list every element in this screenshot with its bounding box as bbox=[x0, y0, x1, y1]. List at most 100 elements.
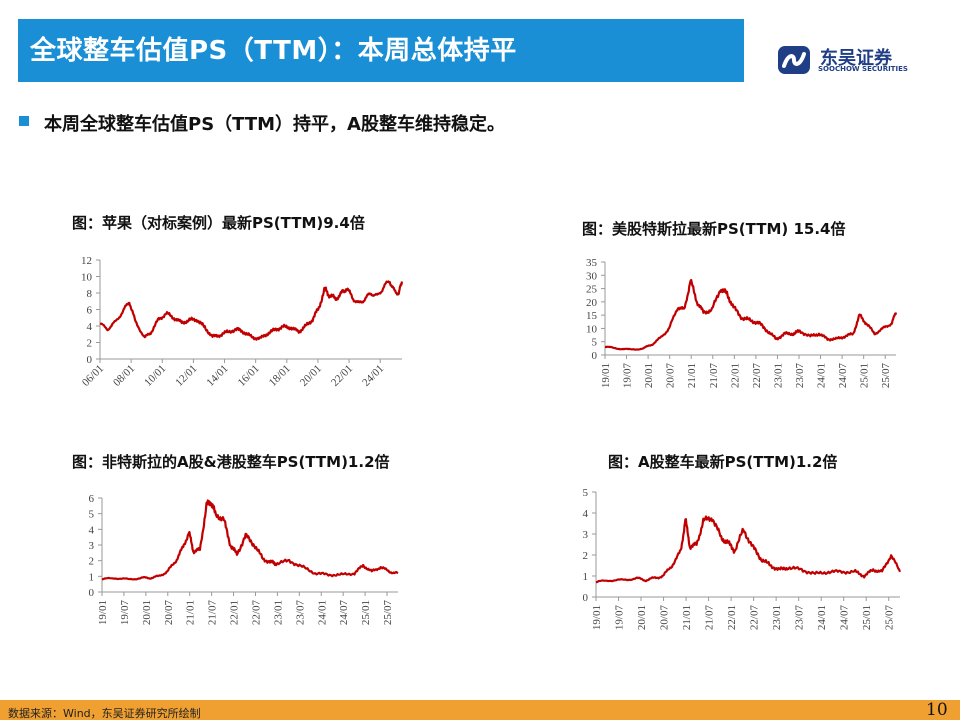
y-tick-label: 8 bbox=[87, 288, 93, 300]
chart-title-a-share: 图：A股整车最新PS(TTM)1.2倍 bbox=[608, 453, 838, 471]
x-tick-label: 19/01 bbox=[600, 363, 612, 388]
y-tick-label: 0 bbox=[89, 587, 95, 599]
y-tick-label: 1 bbox=[89, 571, 95, 583]
chart-title-tesla: 图：美股特斯拉最新PS(TTM) 15.4倍 bbox=[582, 220, 846, 238]
x-tick-label: 25/01 bbox=[861, 605, 873, 630]
chart-non-tesla-ps: 0 1 2 3 4 5 6 19/01 19/07 20/01 20/07 21/01 21/07 22/… bbox=[89, 493, 399, 626]
x-tick-label: 24/07 bbox=[839, 605, 851, 631]
x-tick-label: 10/01 bbox=[142, 363, 168, 389]
y-tick-label: 4 bbox=[583, 508, 589, 520]
summary-text: 本周全球整车估值PS（TTM）持平，A股整车维持稳定。 bbox=[44, 114, 505, 135]
x-tick-label: 16/01 bbox=[236, 363, 262, 389]
soochow-logo-icon bbox=[778, 46, 810, 74]
y-tick-label: 5 bbox=[592, 337, 598, 349]
y-tick-label: 1 bbox=[583, 571, 589, 583]
x-tick-label: 20/07 bbox=[163, 600, 175, 626]
x-tick-label: 19/01 bbox=[591, 605, 603, 630]
x-tick-label: 21/07 bbox=[708, 363, 720, 389]
x-tick-label: 23/01 bbox=[272, 600, 284, 625]
x-tick-label: 12/01 bbox=[173, 363, 199, 389]
x-tick-label: 20/01 bbox=[643, 363, 655, 388]
chart-title-non-tesla: 图：非特斯拉的A股&港股整车PS(TTM)1.2倍 bbox=[72, 453, 390, 471]
header-bar bbox=[18, 19, 744, 82]
y-tick-label: 2 bbox=[583, 550, 589, 562]
y-tick-label: 12 bbox=[81, 255, 92, 267]
x-tick-label: 21/01 bbox=[686, 363, 698, 388]
y-tick-label: 15 bbox=[586, 310, 598, 322]
x-tick-label: 21/07 bbox=[207, 600, 219, 626]
series-line bbox=[605, 278, 898, 351]
x-tick-label: 19/07 bbox=[119, 600, 131, 626]
x-tick-label: 24/01 bbox=[816, 363, 828, 388]
y-tick-label: 4 bbox=[89, 524, 95, 536]
y-tick-label: 0 bbox=[592, 350, 598, 362]
x-tick-label: 23/07 bbox=[294, 600, 306, 626]
x-tick-label: 20/07 bbox=[665, 363, 677, 389]
y-tick-label: 0 bbox=[87, 354, 93, 366]
chart-title-apple: 图：苹果（对标案例）最新PS(TTM)9.4倍 bbox=[72, 214, 365, 232]
x-tick-label: 23/07 bbox=[794, 363, 806, 389]
x-tick-label: 23/01 bbox=[772, 363, 784, 388]
y-tick-label: 30 bbox=[586, 270, 598, 282]
x-tick-label: 20/07 bbox=[659, 605, 671, 631]
y-tick-label: 10 bbox=[81, 272, 93, 284]
y-tick-label: 10 bbox=[586, 323, 598, 335]
y-tick-label: 3 bbox=[89, 540, 95, 552]
y-tick-label: 6 bbox=[89, 493, 95, 505]
x-tick-label: 24/01 bbox=[360, 363, 386, 389]
footer-bar bbox=[0, 700, 960, 720]
x-tick-label: 08/01 bbox=[111, 363, 137, 389]
x-tick-label: 14/01 bbox=[204, 363, 230, 389]
y-tick-label: 0 bbox=[583, 592, 589, 604]
x-tick-label: 22/07 bbox=[749, 605, 761, 631]
x-tick-label: 22/07 bbox=[751, 363, 763, 389]
x-tick-label: 22/01 bbox=[729, 363, 741, 388]
y-tick-label: 20 bbox=[586, 297, 598, 309]
chart-a-share-ps: 0 1 2 3 4 5 19/01 19/07 20/01 20/07 21/01 21/07 22/0… bbox=[583, 487, 902, 631]
x-tick-label: 19/07 bbox=[614, 605, 626, 631]
x-tick-label: 24/01 bbox=[816, 605, 828, 630]
x-tick-label: 20/01 bbox=[141, 600, 153, 625]
x-tick-label: 19/07 bbox=[622, 363, 634, 389]
y-tick-label: 4 bbox=[87, 321, 93, 333]
page-title: 全球整车估值PS（TTM）：本周总体持平 bbox=[30, 36, 517, 66]
y-tick-label: 5 bbox=[89, 509, 95, 521]
footer-source: 数据来源：Wind，东吴证券研究所绘制 bbox=[8, 707, 201, 720]
y-tick-label: 6 bbox=[87, 305, 93, 317]
x-tick-label: 25/01 bbox=[859, 363, 871, 388]
brand-subtitle: SOOCHOW SECURITIES bbox=[818, 65, 908, 73]
brand-name: 东吴证券 bbox=[820, 48, 892, 69]
y-tick-label: 3 bbox=[583, 529, 589, 541]
x-tick-label: 18/01 bbox=[267, 363, 293, 389]
x-tick-label: 21/07 bbox=[704, 605, 716, 631]
x-tick-label: 19/01 bbox=[97, 600, 109, 625]
x-tick-label: 20/01 bbox=[298, 363, 324, 389]
x-tick-label: 06/01 bbox=[80, 363, 106, 389]
x-tick-label: 20/01 bbox=[636, 605, 648, 630]
x-tick-label: 25/07 bbox=[884, 605, 896, 631]
x-tick-label: 22/07 bbox=[250, 600, 262, 626]
x-tick-label: 25/07 bbox=[880, 363, 892, 389]
x-tick-label: 24/07 bbox=[338, 600, 350, 626]
y-tick-label: 35 bbox=[586, 257, 598, 269]
series-line bbox=[101, 499, 399, 581]
x-tick-label: 22/01 bbox=[726, 605, 738, 630]
bullet-square-icon bbox=[19, 116, 29, 126]
y-tick-label: 2 bbox=[89, 556, 95, 568]
y-tick-label: 5 bbox=[583, 487, 589, 499]
x-tick-label: 21/01 bbox=[185, 600, 197, 625]
x-tick-label: 22/01 bbox=[229, 600, 241, 625]
series-line bbox=[99, 280, 404, 341]
y-tick-label: 25 bbox=[586, 284, 598, 296]
page-number: 10 bbox=[926, 700, 948, 720]
x-tick-label: 25/07 bbox=[382, 600, 394, 626]
x-tick-label: 25/01 bbox=[360, 600, 372, 625]
x-tick-label: 22/01 bbox=[329, 363, 355, 389]
chart-apple-ps: 0 2 4 6 8 10 12 06/01 08/01 10/01 12/01 14/01 16/01 1… bbox=[80, 255, 404, 389]
y-tick-label: 2 bbox=[87, 338, 93, 350]
x-tick-label: 23/01 bbox=[771, 605, 783, 630]
x-tick-label: 21/01 bbox=[681, 605, 693, 630]
series-line bbox=[595, 515, 902, 584]
x-tick-label: 24/01 bbox=[316, 600, 328, 625]
